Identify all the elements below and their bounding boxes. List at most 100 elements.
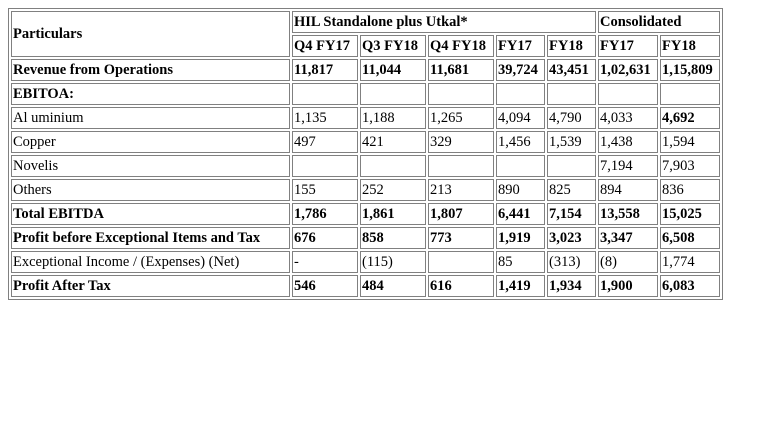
- table-cell: 252: [360, 179, 426, 201]
- header-particulars: Particulars: [11, 11, 290, 57]
- table-cell: [292, 155, 358, 177]
- table-cell: 1,786: [292, 203, 358, 225]
- table-cell: 497: [292, 131, 358, 153]
- row-label: Novelis: [11, 155, 290, 177]
- table-cell: 7,903: [660, 155, 720, 177]
- table-row: Revenue from Operations 11,817 11,044 11,68…: [11, 59, 720, 81]
- table-cell: [292, 83, 358, 105]
- table-cell: 1,135: [292, 107, 358, 129]
- table-cell: 546: [292, 275, 358, 297]
- table-cell: 1,807: [428, 203, 494, 225]
- table-cell: 85: [496, 251, 545, 273]
- table-row: Copper 497 421 329 1,456 1,539 1,438 1,594: [11, 131, 720, 153]
- table-cell: 1,419: [496, 275, 545, 297]
- header-consolidated-group: Consolidated: [598, 11, 720, 33]
- table-cell: 1,594: [660, 131, 720, 153]
- table-cell: [496, 155, 545, 177]
- table-row: Total EBITDA 1,786 1,861 1,807 6,441 7,154 13,…: [11, 203, 720, 225]
- table-cell: 1,919: [496, 227, 545, 249]
- table-cell: 15,025: [660, 203, 720, 225]
- table-cell: 6,508: [660, 227, 720, 249]
- table-cell: 1,438: [598, 131, 658, 153]
- table-row: EBITOA:: [11, 83, 720, 105]
- table-cell: 6,083: [660, 275, 720, 297]
- financial-results-table: Particulars HIL Standalone plus Utkal* C…: [8, 8, 723, 300]
- row-label: EBITOA:: [11, 83, 290, 105]
- table-cell: [660, 83, 720, 105]
- table-cell: 155: [292, 179, 358, 201]
- table-row: Exceptional Income / (Expenses) (Net) - (1…: [11, 251, 720, 273]
- table-cell: 1,861: [360, 203, 426, 225]
- table-cell: (115): [360, 251, 426, 273]
- table-cell: -: [292, 251, 358, 273]
- table-cell: [496, 83, 545, 105]
- table-cell: 421: [360, 131, 426, 153]
- table-cell: 13,558: [598, 203, 658, 225]
- table-cell: 1,456: [496, 131, 545, 153]
- table-cell: 4,692: [660, 107, 720, 129]
- table-cell: 773: [428, 227, 494, 249]
- row-label: Others: [11, 179, 290, 201]
- header-fy18-consolidated: FY18: [660, 35, 720, 57]
- table-row: Others 155 252 213 890 825 894 836: [11, 179, 720, 201]
- table-cell: 11,817: [292, 59, 358, 81]
- table-cell: 484: [360, 275, 426, 297]
- table-row: Novelis 7,194 7,903: [11, 155, 720, 177]
- table-cell: 7,154: [547, 203, 596, 225]
- table-cell: 616: [428, 275, 494, 297]
- table-cell: 213: [428, 179, 494, 201]
- table-cell: 11,044: [360, 59, 426, 81]
- table-cell: [428, 155, 494, 177]
- table-cell: 11,681: [428, 59, 494, 81]
- table-cell: 1,265: [428, 107, 494, 129]
- header-fy18-standalone: FY18: [547, 35, 596, 57]
- table-cell: 3,023: [547, 227, 596, 249]
- table-cell: 858: [360, 227, 426, 249]
- table-cell: 676: [292, 227, 358, 249]
- row-label: Total EBITDA: [11, 203, 290, 225]
- row-label: Exceptional Income / (Expenses) (Net): [11, 251, 290, 273]
- table-cell: 1,539: [547, 131, 596, 153]
- row-label: Al uminium: [11, 107, 290, 129]
- table-cell: 3,347: [598, 227, 658, 249]
- header-fy17-standalone: FY17: [496, 35, 545, 57]
- table-cell: [547, 155, 596, 177]
- table-cell: 39,724: [496, 59, 545, 81]
- row-label: Profit After Tax: [11, 275, 290, 297]
- table-cell: [547, 83, 596, 105]
- table-cell: 1,188: [360, 107, 426, 129]
- table-cell: 6,441: [496, 203, 545, 225]
- table-cell: (8): [598, 251, 658, 273]
- table-cell: 1,15,809: [660, 59, 720, 81]
- header-fy17-consolidated: FY17: [598, 35, 658, 57]
- table-cell: 825: [547, 179, 596, 201]
- table-cell: 329: [428, 131, 494, 153]
- header-q4-fy17: Q4 FY17: [292, 35, 358, 57]
- table-cell: 1,774: [660, 251, 720, 273]
- table-row: Profit before Exceptional Items and Tax 6…: [11, 227, 720, 249]
- row-label: Copper: [11, 131, 290, 153]
- table-cell: [360, 155, 426, 177]
- table-cell: [598, 83, 658, 105]
- table-cell: 1,934: [547, 275, 596, 297]
- row-label: Revenue from Operations: [11, 59, 290, 81]
- table-cell: 7,194: [598, 155, 658, 177]
- table-cell: 43,451: [547, 59, 596, 81]
- table-cell: 1,900: [598, 275, 658, 297]
- table-cell: 4,094: [496, 107, 545, 129]
- row-label: Profit before Exceptional Items and Tax: [11, 227, 290, 249]
- table-cell: (313): [547, 251, 596, 273]
- header-row-groups: Particulars HIL Standalone plus Utkal* C…: [11, 11, 720, 57]
- table-cell: 4,033: [598, 107, 658, 129]
- table-cell: 1,02,631: [598, 59, 658, 81]
- table-row: Profit After Tax 546 484 616 1,419 1,934 1,900…: [11, 275, 720, 297]
- table-cell: 836: [660, 179, 720, 201]
- header-row-periods: Q4 FY17 Q3 FY18 Q4 FY18 FY17 FY18 FY17 F…: [11, 35, 720, 57]
- header-q3-fy18: Q3 FY18: [360, 35, 426, 57]
- table-cell: 890: [496, 179, 545, 201]
- header-hil-standalone-group: HIL Standalone plus Utkal*: [292, 11, 596, 33]
- header-q4-fy18: Q4 FY18: [428, 35, 494, 57]
- table-body: Particulars HIL Standalone plus Utkal* C…: [11, 11, 720, 297]
- table-cell: 894: [598, 179, 658, 201]
- table-cell: [360, 83, 426, 105]
